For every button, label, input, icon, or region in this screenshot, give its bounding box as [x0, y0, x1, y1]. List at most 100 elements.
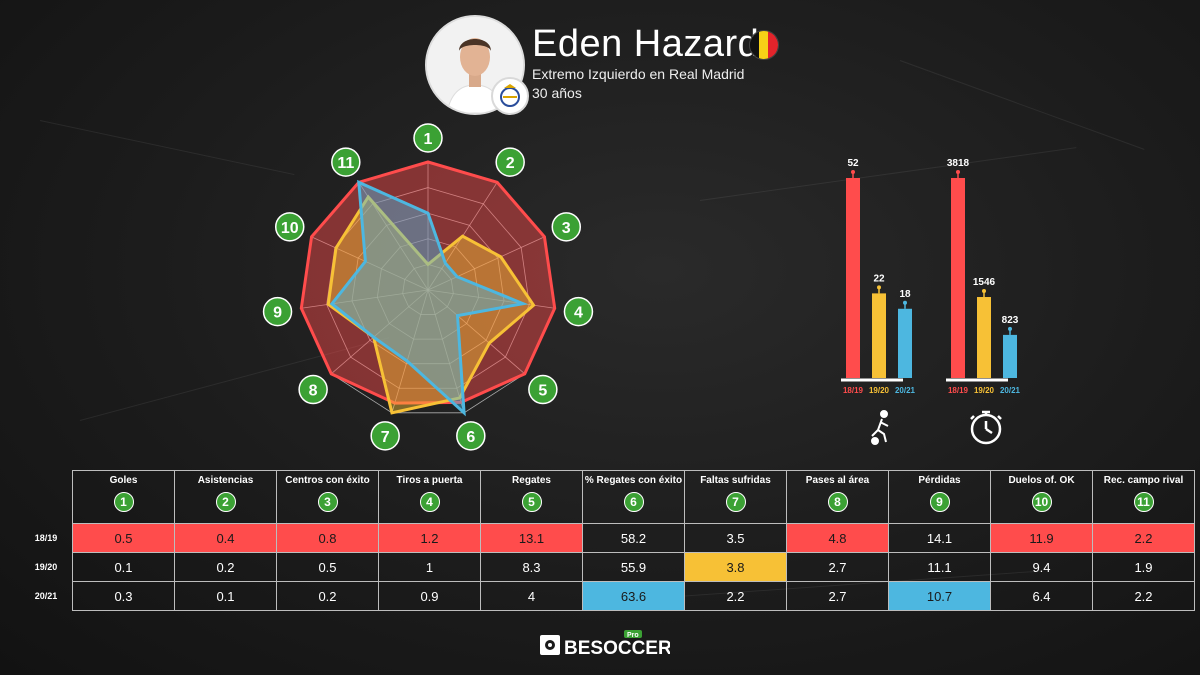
bars-left-value-label: 52 — [847, 158, 859, 169]
radar-axis-badge — [551, 212, 582, 242]
table-cell: 9.4 — [990, 552, 1093, 582]
table-cell: 0.2 — [276, 581, 379, 611]
table-corner — [20, 471, 73, 524]
radar-axis-label: 5 — [538, 383, 547, 400]
column-number-badge: 11 — [1133, 492, 1154, 512]
table-cell: 2.2 — [1092, 581, 1195, 611]
bars-right-bar-dot — [982, 289, 986, 294]
logo-pro-tag: Pro — [627, 632, 639, 639]
radar-axis-label: 7 — [381, 429, 390, 446]
club-crest-icon — [491, 77, 529, 115]
table-cell: 1 — [378, 552, 481, 582]
logo-wordmark: BESOCCER — [564, 638, 670, 659]
season-label: 19/20 — [34, 562, 58, 572]
radar-axis-badge — [370, 421, 400, 451]
table-cell: 58.2 — [582, 523, 685, 553]
radar-axis-badge — [456, 421, 486, 451]
table-cell: 0.2 — [174, 552, 277, 582]
column-number-badge: 4 — [419, 492, 440, 512]
bars-right-value-label: 3818 — [947, 158, 970, 169]
column-number-badge: 6 — [623, 492, 644, 512]
radar-axis-badge — [298, 374, 328, 405]
bars-left-category-label: 20/21 — [895, 386, 916, 395]
table-cell: 0.5 — [276, 552, 379, 582]
bars-right-value-label: 1546 — [973, 277, 996, 288]
season-label: 20/21 — [34, 591, 58, 601]
radar-spoke — [427, 289, 525, 375]
radar-grid-ring — [376, 238, 480, 340]
bars-right-bar — [1003, 334, 1017, 378]
table-cell: 0.1 — [72, 552, 175, 582]
table-cell: 1.9 — [1092, 552, 1195, 582]
bars-left-category-label: 19/20 — [869, 386, 890, 395]
column-label: Faltas sufridas — [700, 475, 771, 486]
radar-axis-label: 10 — [281, 220, 299, 237]
table-cell: 8.3 — [480, 552, 583, 582]
column-number-badge: 7 — [725, 492, 746, 512]
player-name: Eden Hazard — [532, 23, 760, 65]
table-cell: 4 — [480, 581, 583, 611]
table-cell: 14.1 — [888, 523, 991, 553]
table-row: 18/19 0.5 0.4 0.8 1.2 13.1 58.2 3.5 4.8 14.1 11.9 2… — [20, 523, 1195, 553]
column-label: Asistencias — [197, 475, 254, 486]
bars-right-category-label: 18/19 — [948, 386, 969, 395]
bars-right-bar — [951, 178, 965, 378]
table-cell: 1.2 — [378, 523, 481, 553]
table-cell: 13.1 — [480, 523, 583, 553]
table-row: 20/21 0.3 0.1 0.2 0.9 4 63.6 2.2 2.7 10.7 6.4 2.2 — [20, 581, 1195, 611]
besoccer-logo: BESOCCER Pro — [540, 630, 672, 660]
stopwatch-icon — [970, 410, 1002, 445]
radar-series-20-21 — [329, 179, 529, 417]
column-label: Goles — [109, 475, 138, 486]
bars-left-bar-dot — [851, 170, 855, 174]
radar-axis-badge — [262, 296, 293, 327]
table-column-header: % Regates con éxito 6 — [582, 470, 685, 524]
table-cell: 10.7 — [888, 581, 991, 611]
column-label: Centros con éxito — [285, 475, 370, 486]
table-cell: 2.7 — [786, 552, 889, 582]
table-cell: 11.1 — [888, 552, 991, 582]
table-column-header: Pérdidas 9 — [888, 470, 991, 524]
table-row: 19/20 0.1 0.2 0.5 1 8.3 55.9 3.8 2.7 11.1 9.4 1.9 — [20, 552, 1195, 582]
column-number-badge: 9 — [929, 492, 950, 512]
bars-left-value-label: 22 — [873, 273, 885, 284]
table-cell: 6.4 — [990, 581, 1093, 611]
player-dribbling-icon — [871, 410, 889, 445]
radar-axis-label: 2 — [506, 155, 515, 172]
radar-axis-label: 8 — [309, 383, 318, 400]
table-cell: 0.8 — [276, 523, 379, 553]
bars-left-bar-dot — [877, 285, 881, 290]
bars-left-bar — [872, 293, 886, 378]
column-label: Duelos of. OK — [1008, 475, 1075, 486]
radar-axis-label: 3 — [562, 220, 571, 237]
radar-spoke — [311, 236, 429, 291]
table-column-header: Goles 1 — [72, 470, 175, 524]
radar-spoke — [301, 289, 429, 309]
table-cell: 3.5 — [684, 523, 787, 553]
column-label: % Regates con éxito — [584, 475, 683, 486]
column-number-badge: 3 — [317, 492, 338, 512]
radar-spoke — [331, 289, 429, 375]
table-column-header: Rec. campo rival 11 — [1092, 470, 1195, 524]
belgium-flag-icon — [749, 30, 779, 60]
radar-grid-ring — [402, 263, 454, 315]
table-cell: 2.2 — [1092, 523, 1195, 553]
radar-axis-badge — [528, 374, 558, 405]
table-cell: 55.9 — [582, 552, 685, 582]
table-column-header: Pases al área 8 — [786, 470, 889, 524]
column-label: Pérdidas — [918, 475, 961, 486]
table-cell: 0.9 — [378, 581, 481, 611]
radar-axis-label: 6 — [466, 429, 475, 446]
radar-axis-badge — [331, 147, 361, 177]
table-cell: 2.7 — [786, 581, 889, 611]
table-cell: 0.3 — [72, 581, 175, 611]
column-number-badge: 5 — [521, 492, 542, 512]
radar-axis-label: 9 — [273, 305, 282, 322]
table-header-row: Goles 1 Asistencias 2 Centros con éxito 3 Tiro… — [20, 470, 1195, 524]
radar-axis-label: 11 — [337, 155, 354, 172]
table-column-header: Asistencias 2 — [174, 470, 277, 524]
bars-right-bar — [977, 297, 991, 378]
table-column-header: Centros con éxito 3 — [276, 470, 379, 524]
table-cell: 0.4 — [174, 523, 277, 553]
